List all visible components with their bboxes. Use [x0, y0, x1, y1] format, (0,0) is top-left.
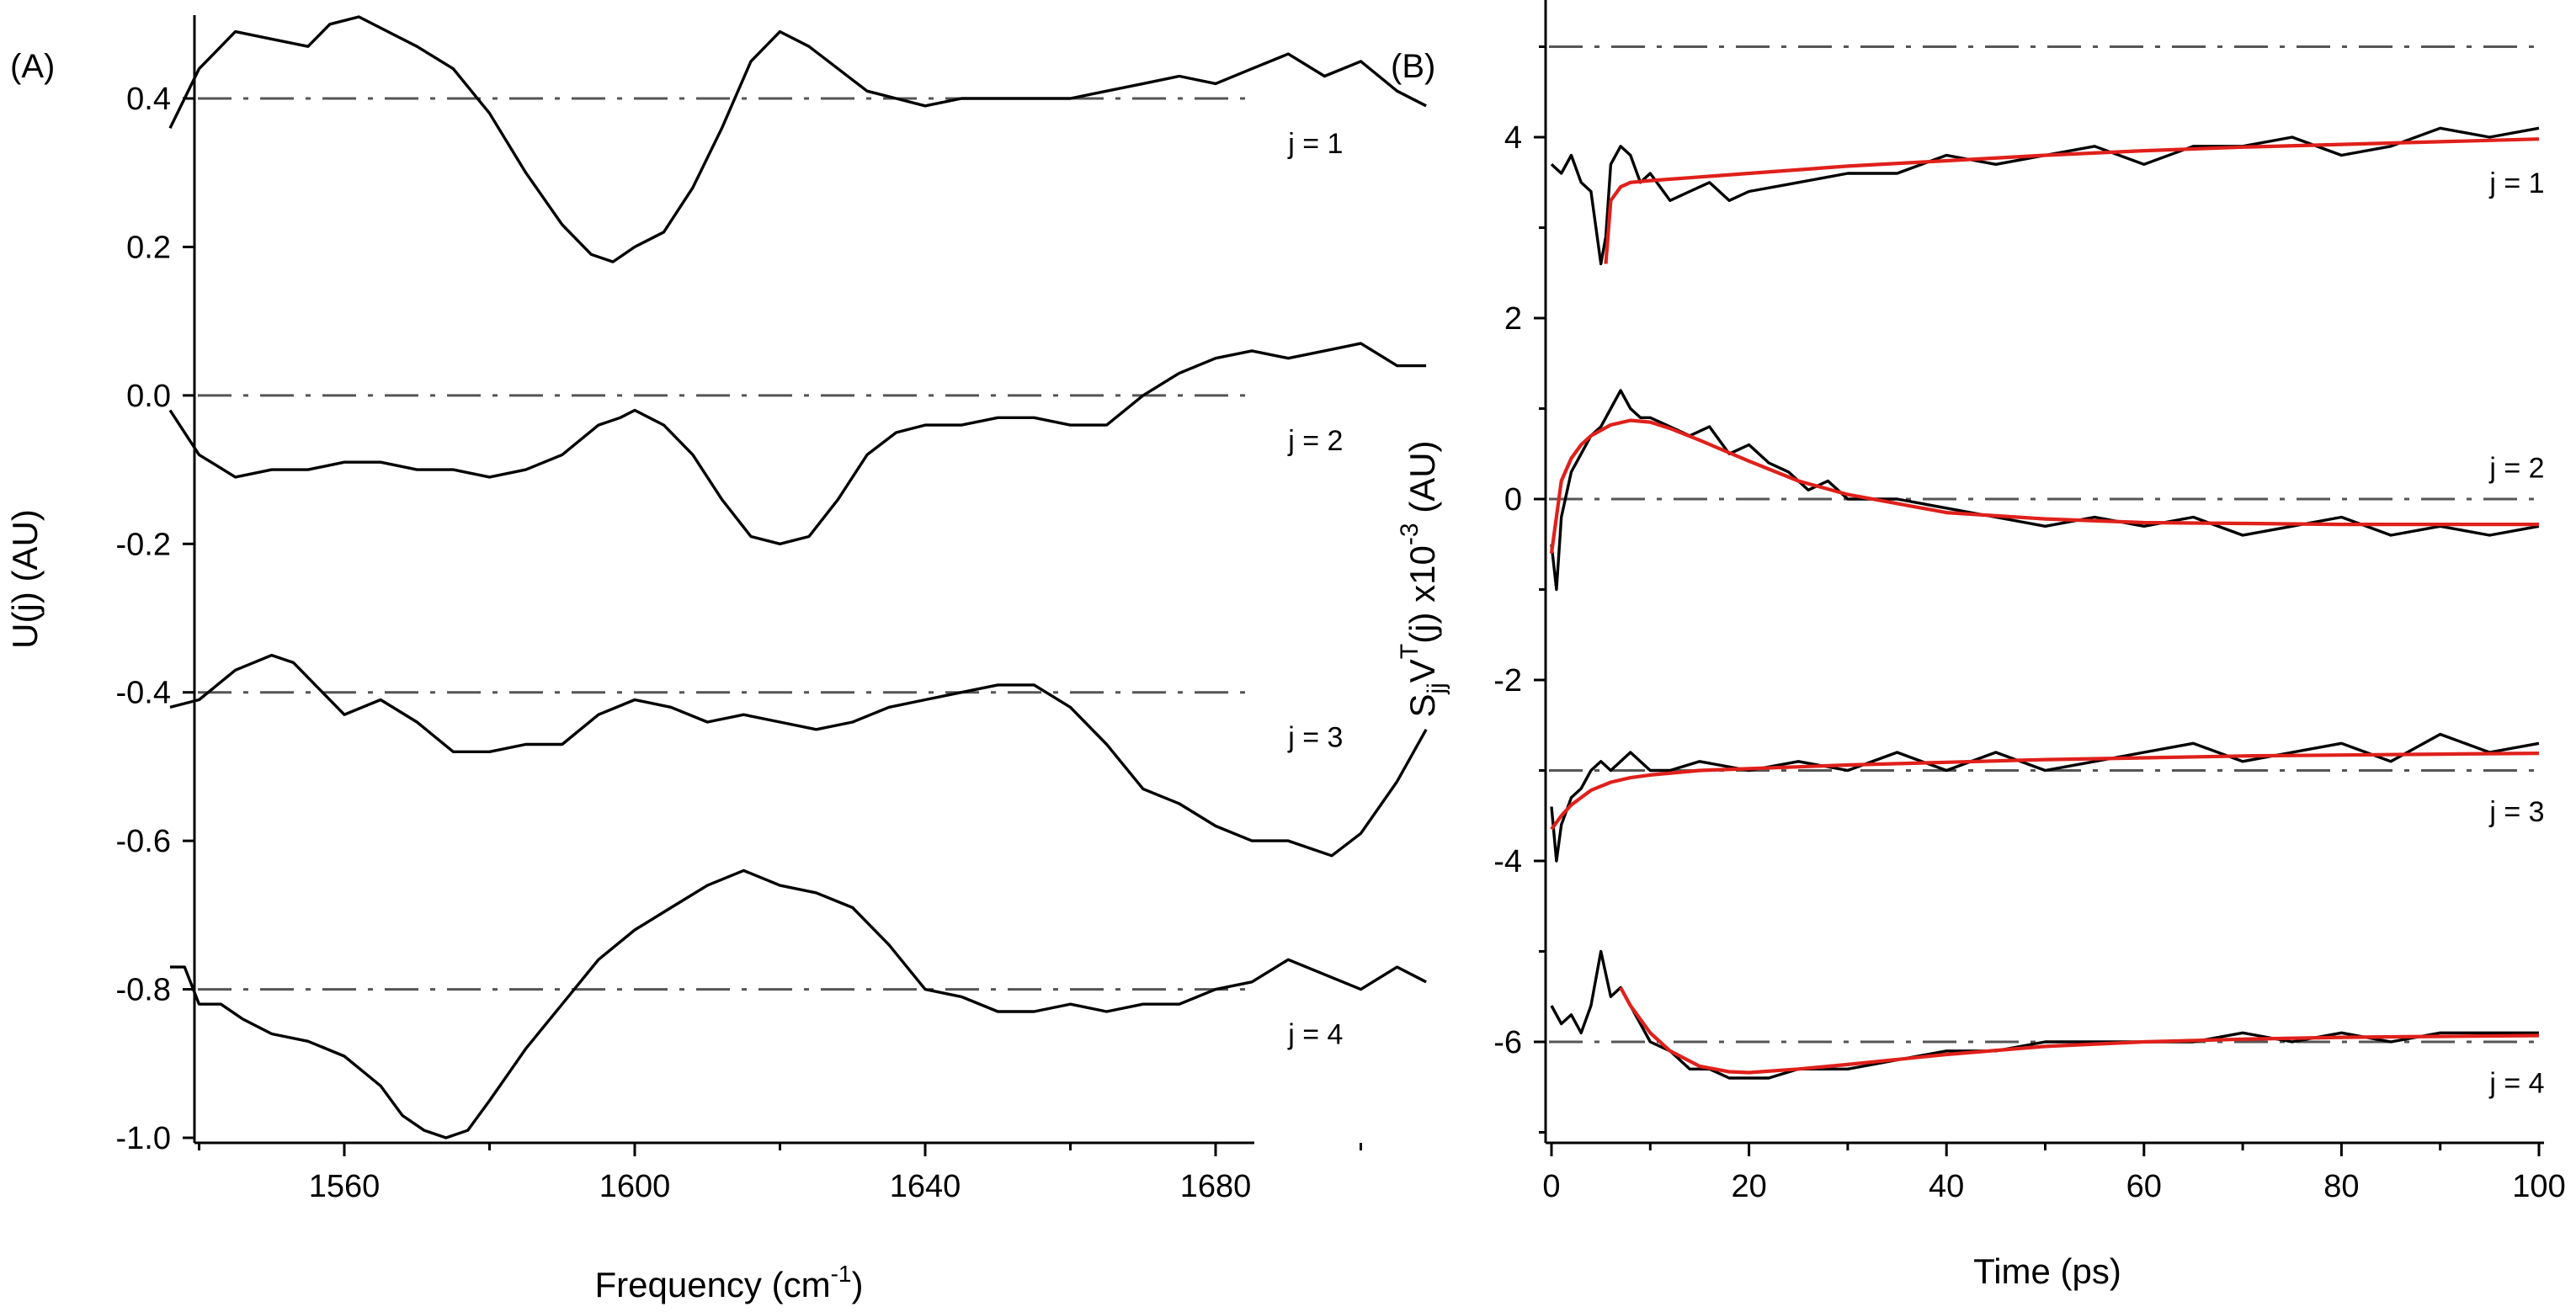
series-line-j3 [169, 653, 1428, 858]
x-tick-label: 80 [2323, 1169, 2359, 1204]
series-line-j4 [1550, 949, 2539, 1080]
panel-a: (A) 0.4 0.2 0.0 -0.2 -0.4 -0.6 -0.8 -1.0 1560 16… [5, 15, 1428, 1304]
y-tick-label: 0.2 [126, 230, 171, 265]
series-line-j4 [170, 868, 1427, 1139]
panel-b: (B) 420-2-4-6 0 20 40 60 80 100 j = 1j = 2j =… [1391, 0, 2566, 1291]
fit-line-j2 [1549, 418, 2539, 554]
y-tick-label: -0.4 [116, 676, 171, 711]
y-tick-label: 2 [1504, 301, 1522, 337]
fit-line-j4 [1619, 986, 2540, 1075]
y-tick-label: 0.4 [126, 82, 171, 117]
panel-b-reference-lines [1549, 45, 2542, 1044]
panel-b-y-title-tail: (j) x10 [1402, 545, 1442, 644]
y-tick-label: -6 [1493, 1025, 1522, 1060]
series-label-j1: j = 1 [1287, 128, 1343, 160]
y-tick-label: -0.2 [116, 527, 171, 562]
fit-line-j3 [1550, 752, 2540, 831]
panel-a-x-axis-title-main: Frequency (cm [595, 1265, 831, 1304]
y-tick-label: -4 [1493, 844, 1522, 879]
series-line-j3 [1550, 732, 2540, 863]
panel-a-x-axis-title-end: ) [851, 1265, 863, 1304]
series-label-j2: j = 2 [1287, 425, 1343, 457]
y-tick-label: -0.6 [116, 824, 171, 859]
y-tick-label: 0.0 [126, 379, 171, 414]
series-line-j2 [168, 342, 1427, 545]
series-label-j2: j = 2 [2488, 452, 2544, 484]
x-tick-label: 40 [1929, 1169, 1964, 1204]
panel-b-y-title-s: S [1402, 694, 1442, 718]
y-tick-label: -0.8 [116, 973, 171, 1008]
series-line-j1 [1550, 126, 2540, 266]
panel-b-y-axis-title: SjjVT(j) x10-3 (AU) [1396, 440, 1450, 717]
panel-b-y-title-jj: jj [1423, 683, 1450, 694]
panel-a-x-axis-title: Frequency (cm-1) [595, 1261, 864, 1304]
panel-a-x-axis-title-superscript: -1 [831, 1261, 852, 1287]
x-tick-label: 100 [2512, 1169, 2565, 1204]
panel-b-label: (B) [1391, 48, 1435, 85]
x-tick-label: 1600 [599, 1169, 671, 1204]
panel-a-series: j = 1 j = 2 j = 3 j = 4 [168, 15, 1428, 1139]
x-tick-label: 20 [1731, 1169, 1766, 1204]
series-line-j2 [1550, 389, 2540, 592]
series-label-j3: j = 3 [1287, 722, 1343, 754]
panel-a-label: (A) [10, 48, 55, 85]
panel-b-series: j = 1 j = 2 j = 3 j = 4 [1549, 126, 2545, 1099]
series-line-j1 [168, 15, 1427, 263]
x-tick-label: 60 [2126, 1169, 2162, 1204]
y-tick-label: 0 [1504, 482, 1522, 518]
panel-b-y-title-end: (AU) [1402, 440, 1442, 523]
y-tick-label: -2 [1493, 663, 1522, 698]
panel-b-x-ticks: 0 20 40 60 80 100 [1542, 1143, 2566, 1204]
panel-a-reference-lines [198, 97, 1249, 991]
fit-line-j1 [1604, 137, 2540, 264]
series-label-j1: j = 1 [2488, 167, 2544, 199]
panel-a-x-ticks: 1560 1600 1640 1680 [198, 1143, 1362, 1204]
series-label-j3: j = 3 [2488, 796, 2544, 828]
y-tick-label: -1.0 [116, 1121, 171, 1156]
panel-a-y-ticks: 0.4 0.2 0.0 -0.2 -0.4 -0.6 -0.8 -1.0 [116, 82, 194, 1156]
x-tick-label: 1640 [890, 1169, 961, 1204]
y-tick-label: 4 [1504, 120, 1522, 156]
panel-b-y-title-t: T [1396, 644, 1424, 659]
panel-b-y-title-v: V [1402, 659, 1442, 683]
panel-b-y-ticks: 4 2 0 -2 -4 -6 [1493, 45, 1546, 1134]
panel-b-y-title-exp: -3 [1396, 523, 1424, 545]
x-tick-label: 1560 [309, 1169, 381, 1204]
series-label-j4: j = 4 [2488, 1067, 2544, 1099]
x-tick-label: 1680 [1180, 1169, 1252, 1204]
series-label-j4: j = 4 [1287, 1019, 1343, 1051]
x-tick-label: 0 [1542, 1169, 1560, 1204]
panel-a-y-axis-title: U(j) (AU) [5, 509, 45, 649]
panel-b-x-axis-title: Time (ps) [1973, 1251, 2121, 1291]
